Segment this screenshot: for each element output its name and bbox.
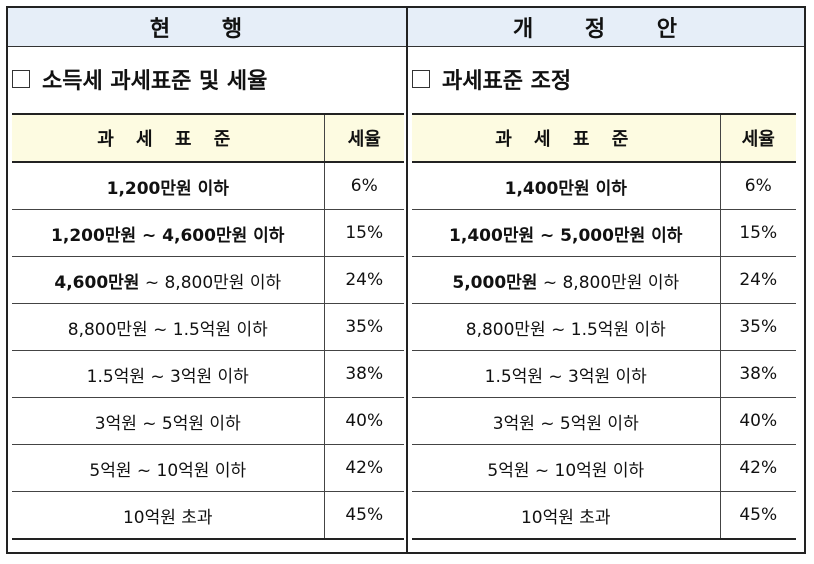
checkbox-square-icon (12, 70, 30, 88)
tax-rate: 38% (324, 350, 404, 398)
tax-bracket-range: 8,800만원 ~ 1.5억원 이하 (412, 303, 721, 351)
range-text: 3억원 ~ 5억원 이하 (492, 413, 639, 434)
current-section-title: 소득세 과세표준 및 세율 (12, 62, 267, 96)
range-bold-text: 5,000만원 (452, 272, 538, 293)
range-text: 5억원 ~ 10억원 이하 (89, 460, 247, 481)
range-bold-text: 4,600만원 (54, 272, 140, 293)
range-text: ~ 8,800만원 이하 (139, 272, 282, 293)
table-row: 1.5억원 ~ 3억원 이하 38% (12, 350, 404, 398)
range-text: 1.5억원 ~ 3억원 이하 (86, 366, 249, 387)
tax-rate: 40% (720, 397, 796, 445)
col-header-range: 과 세 표 준 (412, 113, 721, 163)
col-header-range: 과 세 표 준 (12, 113, 325, 163)
table-row: 8,800만원 ~ 1.5억원 이하 35% (12, 303, 404, 351)
table-row: 1,400만원 이하 6% (412, 162, 796, 210)
tax-rate: 24% (324, 256, 404, 304)
tax-rate: 15% (720, 209, 796, 257)
proposed-section-title: 과세표준 조정 (412, 62, 571, 96)
table-header-row: 과 세 표 준 세율 (12, 113, 404, 163)
tax-rate: 42% (720, 444, 796, 492)
range-text: 8,800만원 ~ 1.5억원 이하 (67, 319, 268, 340)
tax-rate: 24% (720, 256, 796, 304)
current-section-title-text: 소득세 과세표준 및 세율 (42, 69, 268, 94)
table-header-row: 과 세 표 준 세율 (412, 113, 796, 163)
tax-bracket-range: 4,600만원 ~ 8,800만원 이하 (12, 256, 325, 304)
current-header: 현 행 (8, 8, 406, 47)
current-rate-table: 과 세 표 준 세율 1,200만원 이하 6% 1,200만원 ~ 4,600만원… (12, 113, 404, 540)
range-text: 8,800만원 ~ 1.5억원 이하 (465, 319, 666, 340)
proposed-rate-table: 과 세 표 준 세율 1,400만원 이하 6% 1,400만원 ~ 5,000만원… (412, 113, 796, 540)
tax-rate: 38% (720, 350, 796, 398)
tax-bracket-range: 5,000만원 ~ 8,800만원 이하 (412, 256, 721, 304)
table-row: 1,400만원 ~ 5,000만원 이하 15% (412, 209, 796, 257)
table-row: 8,800만원 ~ 1.5억원 이하 35% (412, 303, 796, 351)
col-header-rate: 세율 (324, 113, 404, 163)
tax-rate: 35% (324, 303, 404, 351)
tax-bracket-range: 1,400만원 ~ 5,000만원 이하 (412, 209, 721, 257)
tax-bracket-range: 8,800만원 ~ 1.5억원 이하 (12, 303, 325, 351)
table-row: 3억원 ~ 5억원 이하 40% (412, 397, 796, 445)
tax-bracket-range: 5억원 ~ 10억원 이하 (412, 444, 721, 492)
tax-rate: 15% (324, 209, 404, 257)
table-row: 3억원 ~ 5억원 이하 40% (12, 397, 404, 445)
tax-bracket-range: 10억원 초과 (412, 491, 721, 540)
table-row: 1.5억원 ~ 3억원 이하 38% (412, 350, 796, 398)
tax-bracket-range: 3억원 ~ 5억원 이하 (412, 397, 721, 445)
tax-bracket-range: 1,200만원 이하 (12, 162, 325, 210)
range-text: 10억원 초과 (520, 507, 611, 528)
tax-bracket-range: 1,400만원 이하 (412, 162, 721, 210)
proposed-header: 개 정 안 (408, 8, 804, 47)
table-row: 10억원 초과 45% (12, 491, 404, 540)
range-text: 3억원 ~ 5억원 이하 (94, 413, 241, 434)
proposed-section-title-text: 과세표준 조정 (442, 69, 572, 94)
table-row: 1,200만원 ~ 4,600만원 이하 15% (12, 209, 404, 257)
tax-bracket-range: 1,200만원 ~ 4,600만원 이하 (12, 209, 325, 257)
tax-rate: 35% (720, 303, 796, 351)
tax-bracket-range: 5억원 ~ 10억원 이하 (12, 444, 325, 492)
range-text: 10억원 초과 (122, 507, 213, 528)
table-row: 4,600만원 ~ 8,800만원 이하 24% (12, 256, 404, 304)
tax-rate: 6% (720, 162, 796, 210)
tax-rate: 42% (324, 444, 404, 492)
table-row: 5억원 ~ 10억원 이하 42% (412, 444, 796, 492)
tax-bracket-range: 10억원 초과 (12, 491, 325, 540)
tax-bracket-range: 3억원 ~ 5억원 이하 (12, 397, 325, 445)
tax-rate: 6% (324, 162, 404, 210)
range-text: 1.5억원 ~ 3억원 이하 (484, 366, 647, 387)
table-row: 5,000만원 ~ 8,800만원 이하 24% (412, 256, 796, 304)
range-bold-text: 1,200만원 ~ 4,600만원 이하 (51, 225, 285, 246)
tax-bracket-range: 1.5억원 ~ 3억원 이하 (12, 350, 325, 398)
range-bold-text: 1,200만원 이하 (106, 178, 229, 199)
table-row: 5억원 ~ 10억원 이하 42% (12, 444, 404, 492)
tax-bracket-range: 1.5억원 ~ 3억원 이하 (412, 350, 721, 398)
range-text: ~ 8,800만원 이하 (537, 272, 680, 293)
tax-rate: 45% (324, 491, 404, 540)
checkbox-square-icon (412, 70, 430, 88)
range-bold-text: 1,400만원 이하 (504, 178, 627, 199)
table-row: 10억원 초과 45% (412, 491, 796, 540)
tax-rate: 40% (324, 397, 404, 445)
range-text: 5억원 ~ 10억원 이하 (487, 460, 645, 481)
table-row: 1,200만원 이하 6% (12, 162, 404, 210)
tax-rate: 45% (720, 491, 796, 540)
column-divider (406, 6, 408, 554)
col-header-rate: 세율 (720, 113, 796, 163)
range-bold-text: 1,400만원 ~ 5,000만원 이하 (449, 225, 683, 246)
